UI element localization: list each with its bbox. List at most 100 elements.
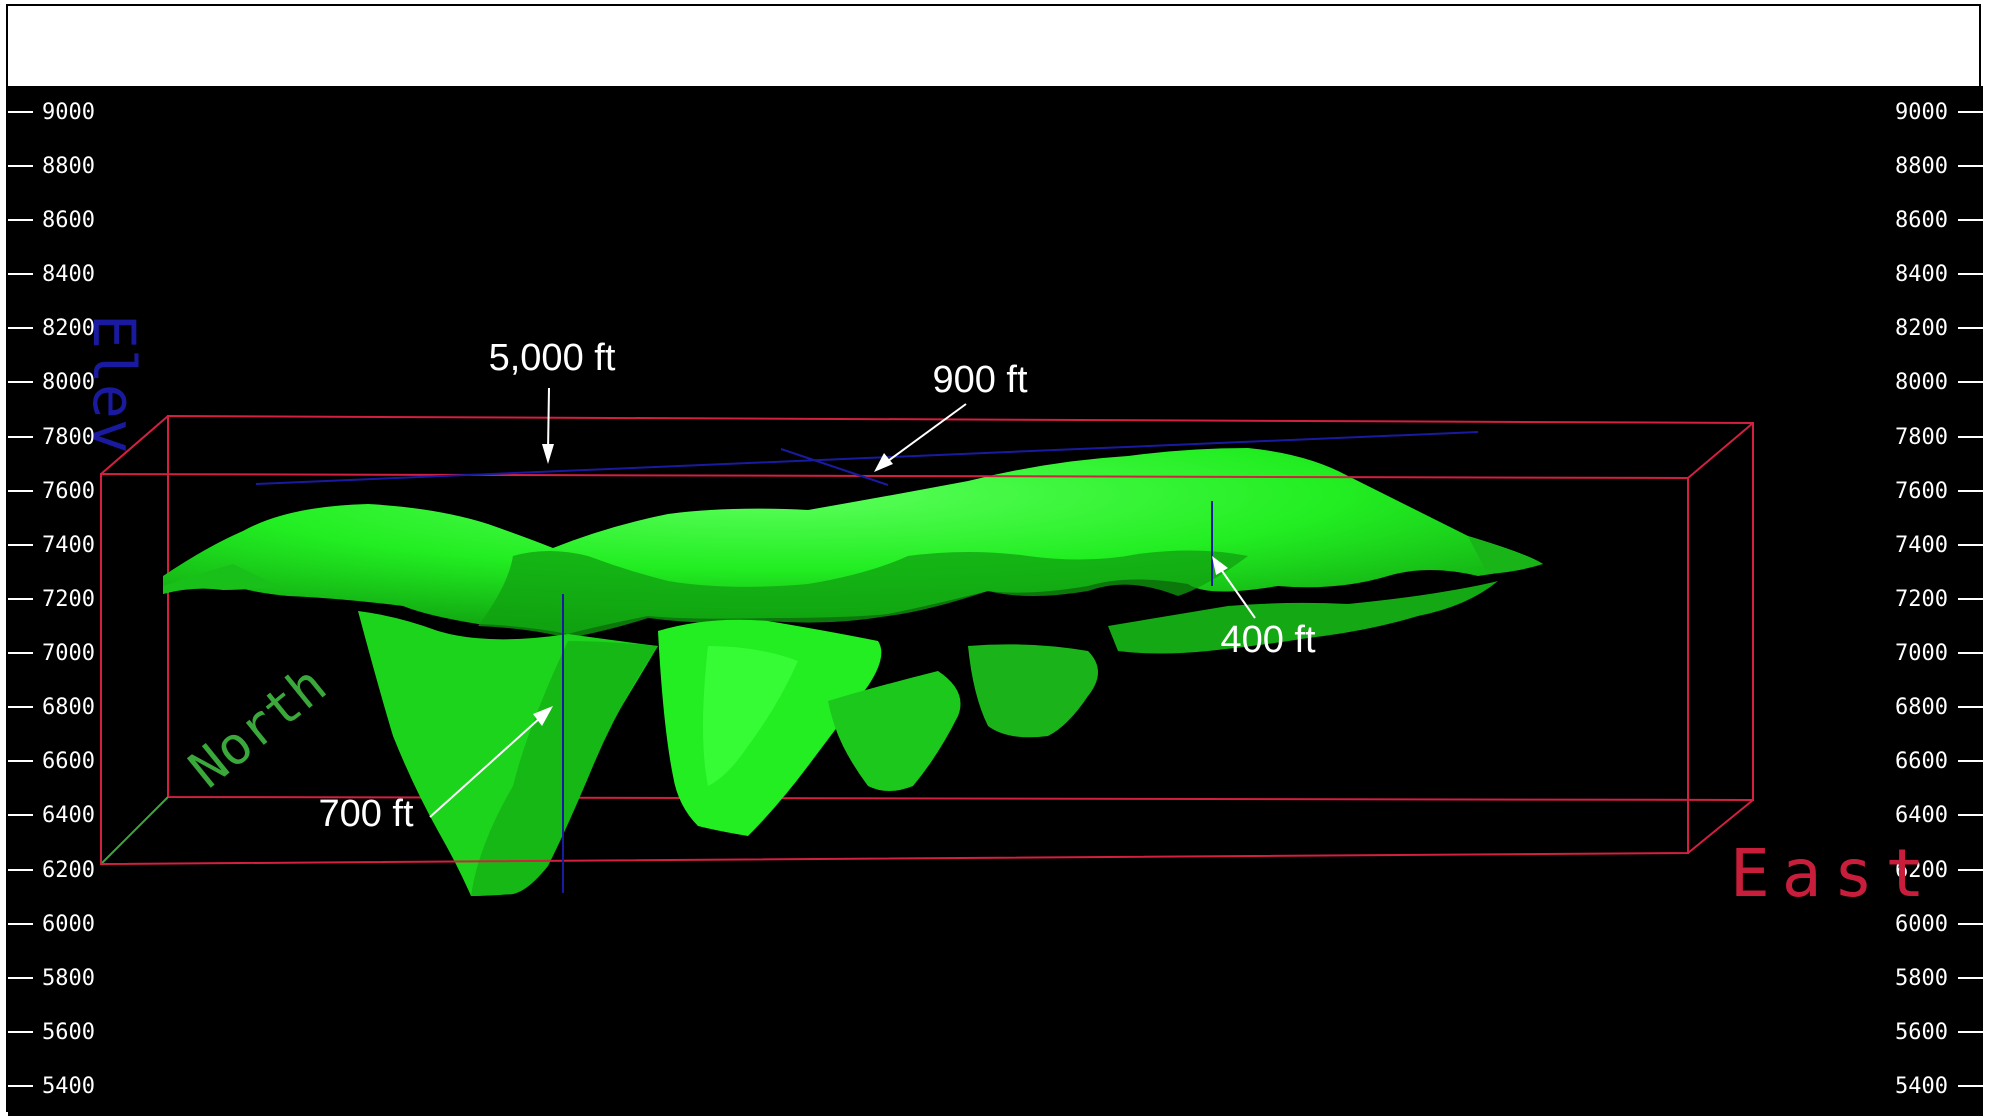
left-tick-8000: 8000 [8,370,95,395]
width-measure-line [780,448,889,486]
left-tick-6600: 6600 [8,749,95,774]
left-tick-label: 8800 [42,154,95,179]
ore-body-western-lobe-shade [471,641,658,896]
ore-body-ridge-shade [478,550,1248,638]
east-axis-label: East [1730,835,1937,912]
left-tick-label: 5800 [42,966,95,991]
measurement-lines [255,431,1479,893]
right-tick-8200: 8200 [1895,316,1983,341]
bounding-box-edge-top-left [100,415,169,475]
left-tick-label: 8000 [42,370,95,395]
right-tick-8000: 8000 [1895,370,1983,395]
ore-body-eastern-shelf [1108,581,1498,654]
right-tick-6800: 6800 [1895,695,1983,720]
right-elevation-scale: 9000 8800 8600 8400 8200 8000 7800 7600 … [1895,100,1983,1099]
left-tick-7400: 7400 [8,533,95,558]
north-axis-label: North [178,655,337,800]
left-tick-8600: 8600 [8,208,95,233]
right-tick-label: 7000 [1895,641,1948,666]
right-tick-5800: 5800 [1895,966,1983,991]
left-tick-8800: 8800 [8,154,95,179]
right-tick-5400: 5400 [1895,1074,1983,1099]
left-tick-label: 5400 [42,1074,95,1099]
ore-body-central-highlight [703,646,798,786]
length-arrow-head [542,444,554,464]
right-tick-7000: 7000 [1895,641,1983,666]
right-tick-label: 5800 [1895,966,1948,991]
width-arrow-line [887,403,967,462]
left-tick-label: 7600 [42,479,95,504]
left-elevation-scale: 9000 8800 8600 8400 8200 8000 7800 7600 … [8,100,95,1099]
ore-body-eastern-lobe-a [828,671,961,791]
depth-east-annotation-label: 400 ft [1220,619,1316,661]
annotation-length: 5,000 ft [489,337,616,464]
right-tick-label: 7400 [1895,533,1948,558]
right-tick-7400: 7400 [1895,533,1983,558]
depth-east-arrow-line [1219,567,1256,619]
left-tick-label: 8600 [42,208,95,233]
depth-west-arrow-head [533,706,553,726]
left-tick-6200: 6200 [8,858,95,883]
left-tick-label: 6600 [42,749,95,774]
left-tick-8400: 8400 [8,262,95,287]
right-tick-label: 8000 [1895,370,1948,395]
left-tick-7000: 7000 [8,641,95,666]
right-tick-label: 7600 [1895,479,1948,504]
right-tick-6600: 6600 [1895,749,1983,774]
right-tick-label: 6200 [1895,858,1948,883]
right-tick-7200: 7200 [1895,587,1983,612]
width-arrow-head [874,453,893,472]
left-tick-label: 8200 [42,316,95,341]
bounding-box-edge-bottom-right [1687,799,1754,854]
right-tick-label: 7800 [1895,425,1948,450]
right-tick-label: 6800 [1895,695,1948,720]
left-tick-5600: 5600 [8,1020,95,1045]
left-tick-8200: 8200 [8,316,95,341]
left-tick-7600: 7600 [8,479,95,504]
right-tick-7600: 7600 [1895,479,1983,504]
ore-body-eastern-lobe-b [968,644,1098,738]
right-tick-6000: 6000 [1895,912,1983,937]
scene-svg: 9000 8800 8600 8400 8200 8000 7800 7600 … [8,100,1983,1099]
left-tick-label: 7000 [42,641,95,666]
elev-axis-label: Elev [80,314,148,454]
right-tick-6200: 6200 [1895,858,1983,883]
right-tick-8400: 8400 [1895,262,1983,287]
left-tick-6400: 6400 [8,803,95,828]
right-tick-9000: 9000 [1895,100,1983,125]
left-tick-label: 9000 [42,100,95,125]
left-tick-7200: 7200 [8,587,95,612]
annotation-depth-west: 700 ft [318,706,553,835]
right-tick-label: 8800 [1895,154,1948,179]
north-axis-line [100,796,169,865]
right-tick-label: 7200 [1895,587,1948,612]
right-tick-8800: 8800 [1895,154,1983,179]
left-tick-label: 5600 [42,1020,95,1045]
3d-viewport[interactable]: 9000 8800 8600 8400 8200 8000 7800 7600 … [8,86,1983,1116]
ore-body-3d-model [163,448,1543,896]
depth-west-arrow-line [429,717,541,818]
ore-body-eastern-tip [1468,536,1543,574]
left-tick-label: 7800 [42,425,95,450]
left-tick-6800: 6800 [8,695,95,720]
bounding-box-front [100,415,1754,866]
depth-east-arrow-head [1212,556,1228,575]
left-tick-5800: 5800 [8,966,95,991]
left-tick-9000: 9000 [8,100,95,125]
right-tick-label: 6600 [1895,749,1948,774]
right-tick-label: 6000 [1895,912,1948,937]
right-tick-label: 5400 [1895,1074,1948,1099]
length-annotation-label: 5,000 ft [489,337,616,379]
left-tick-5400: 5400 [8,1074,95,1099]
left-tick-label: 6400 [42,803,95,828]
annotation-width: 900 ft [874,359,1028,472]
right-tick-label: 6400 [1895,803,1948,828]
left-tick-6000: 6000 [8,912,95,937]
right-tick-label: 8200 [1895,316,1948,341]
width-annotation-label: 900 ft [932,359,1028,401]
left-tick-7800: 7800 [8,425,95,450]
annotation-depth-east: 400 ft [1212,556,1316,661]
depth-west-annotation-label: 700 ft [318,793,414,835]
left-tick-label: 6800 [42,695,95,720]
left-tick-label: 7200 [42,587,95,612]
